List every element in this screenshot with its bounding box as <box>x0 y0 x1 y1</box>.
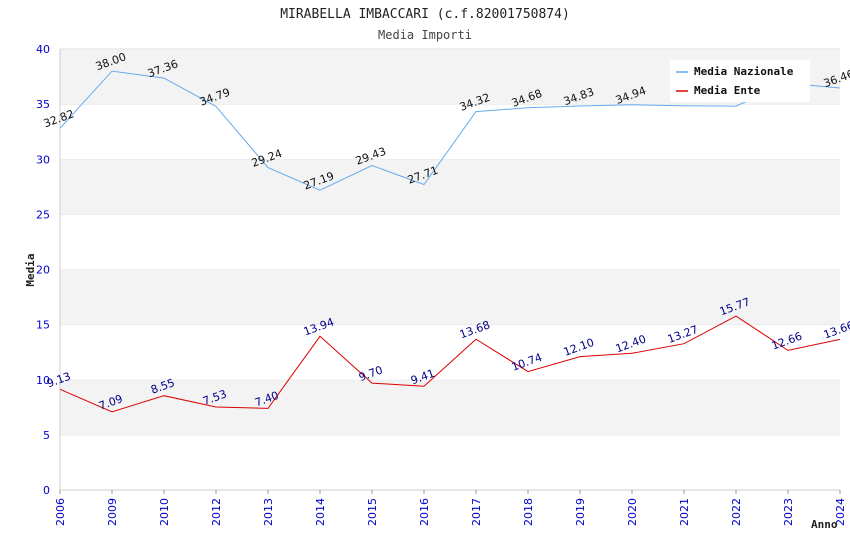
x-tick-label: 2010 <box>158 498 171 526</box>
x-tick-label: 2009 <box>106 498 119 526</box>
y-tick-label: 40 <box>36 43 50 56</box>
y-tick-label: 15 <box>36 319 50 332</box>
y-tick-label: 20 <box>36 264 50 277</box>
x-tick-label: 2017 <box>470 498 483 526</box>
y-tick-label: 30 <box>36 153 50 166</box>
x-tick-label: 2006 <box>54 498 67 526</box>
x-tick-label: 2016 <box>418 498 431 526</box>
series-lines <box>59 70 841 413</box>
y-tick-label: 25 <box>36 208 50 221</box>
x-tick-label: 2021 <box>678 498 691 526</box>
y-tick-label: 0 <box>43 484 50 497</box>
x-tick-label: 2023 <box>782 498 795 526</box>
grid-band <box>60 104 840 160</box>
x-ticks: 2006 2009 2010 2012 2013 2014 2015 2016 2017 2018… <box>54 490 847 526</box>
legend: Media Nazionale Media Ente <box>670 60 810 102</box>
grid-band <box>60 269 840 325</box>
grid-band <box>60 214 840 270</box>
x-tick-label: 2024 <box>834 498 847 526</box>
x-tick-label: 2013 <box>262 498 275 526</box>
x-tick-label: 2015 <box>366 498 379 526</box>
grid-band <box>60 434 840 490</box>
x-tick-label: 2014 <box>314 498 327 526</box>
legend-box <box>670 60 810 102</box>
y-tick-label: 10 <box>36 374 50 387</box>
x-tick-label: 2022 <box>730 498 743 526</box>
y-axis-label: Media <box>24 253 37 286</box>
grid-bands <box>60 48 840 490</box>
grid-band <box>60 159 840 215</box>
x-tick-label: 2020 <box>626 498 639 526</box>
grid-band <box>60 324 840 380</box>
x-tick-label: 2019 <box>574 498 587 526</box>
chart-subtitle: Media Importi <box>378 28 472 42</box>
y-ticks: 0 5 10 15 20 25 30 35 40 <box>36 43 50 497</box>
grid-band <box>60 379 840 435</box>
x-tick-label: 2012 <box>210 498 223 526</box>
axes <box>59 49 840 491</box>
legend-label-media-ente: Media Ente <box>694 84 761 97</box>
x-tick-label: 2018 <box>522 498 535 526</box>
x-axis-label: Anno <box>811 518 838 531</box>
chart-title: MIRABELLA IMBACCARI (c.f.82001750874) <box>280 7 570 22</box>
series-line-media-ente <box>59 315 841 413</box>
y-tick-label: 35 <box>36 98 50 111</box>
legend-label-media-nazionale: Media Nazionale <box>694 65 794 78</box>
y-tick-label: 5 <box>43 429 50 442</box>
series-line-media-nazionale <box>59 70 841 191</box>
